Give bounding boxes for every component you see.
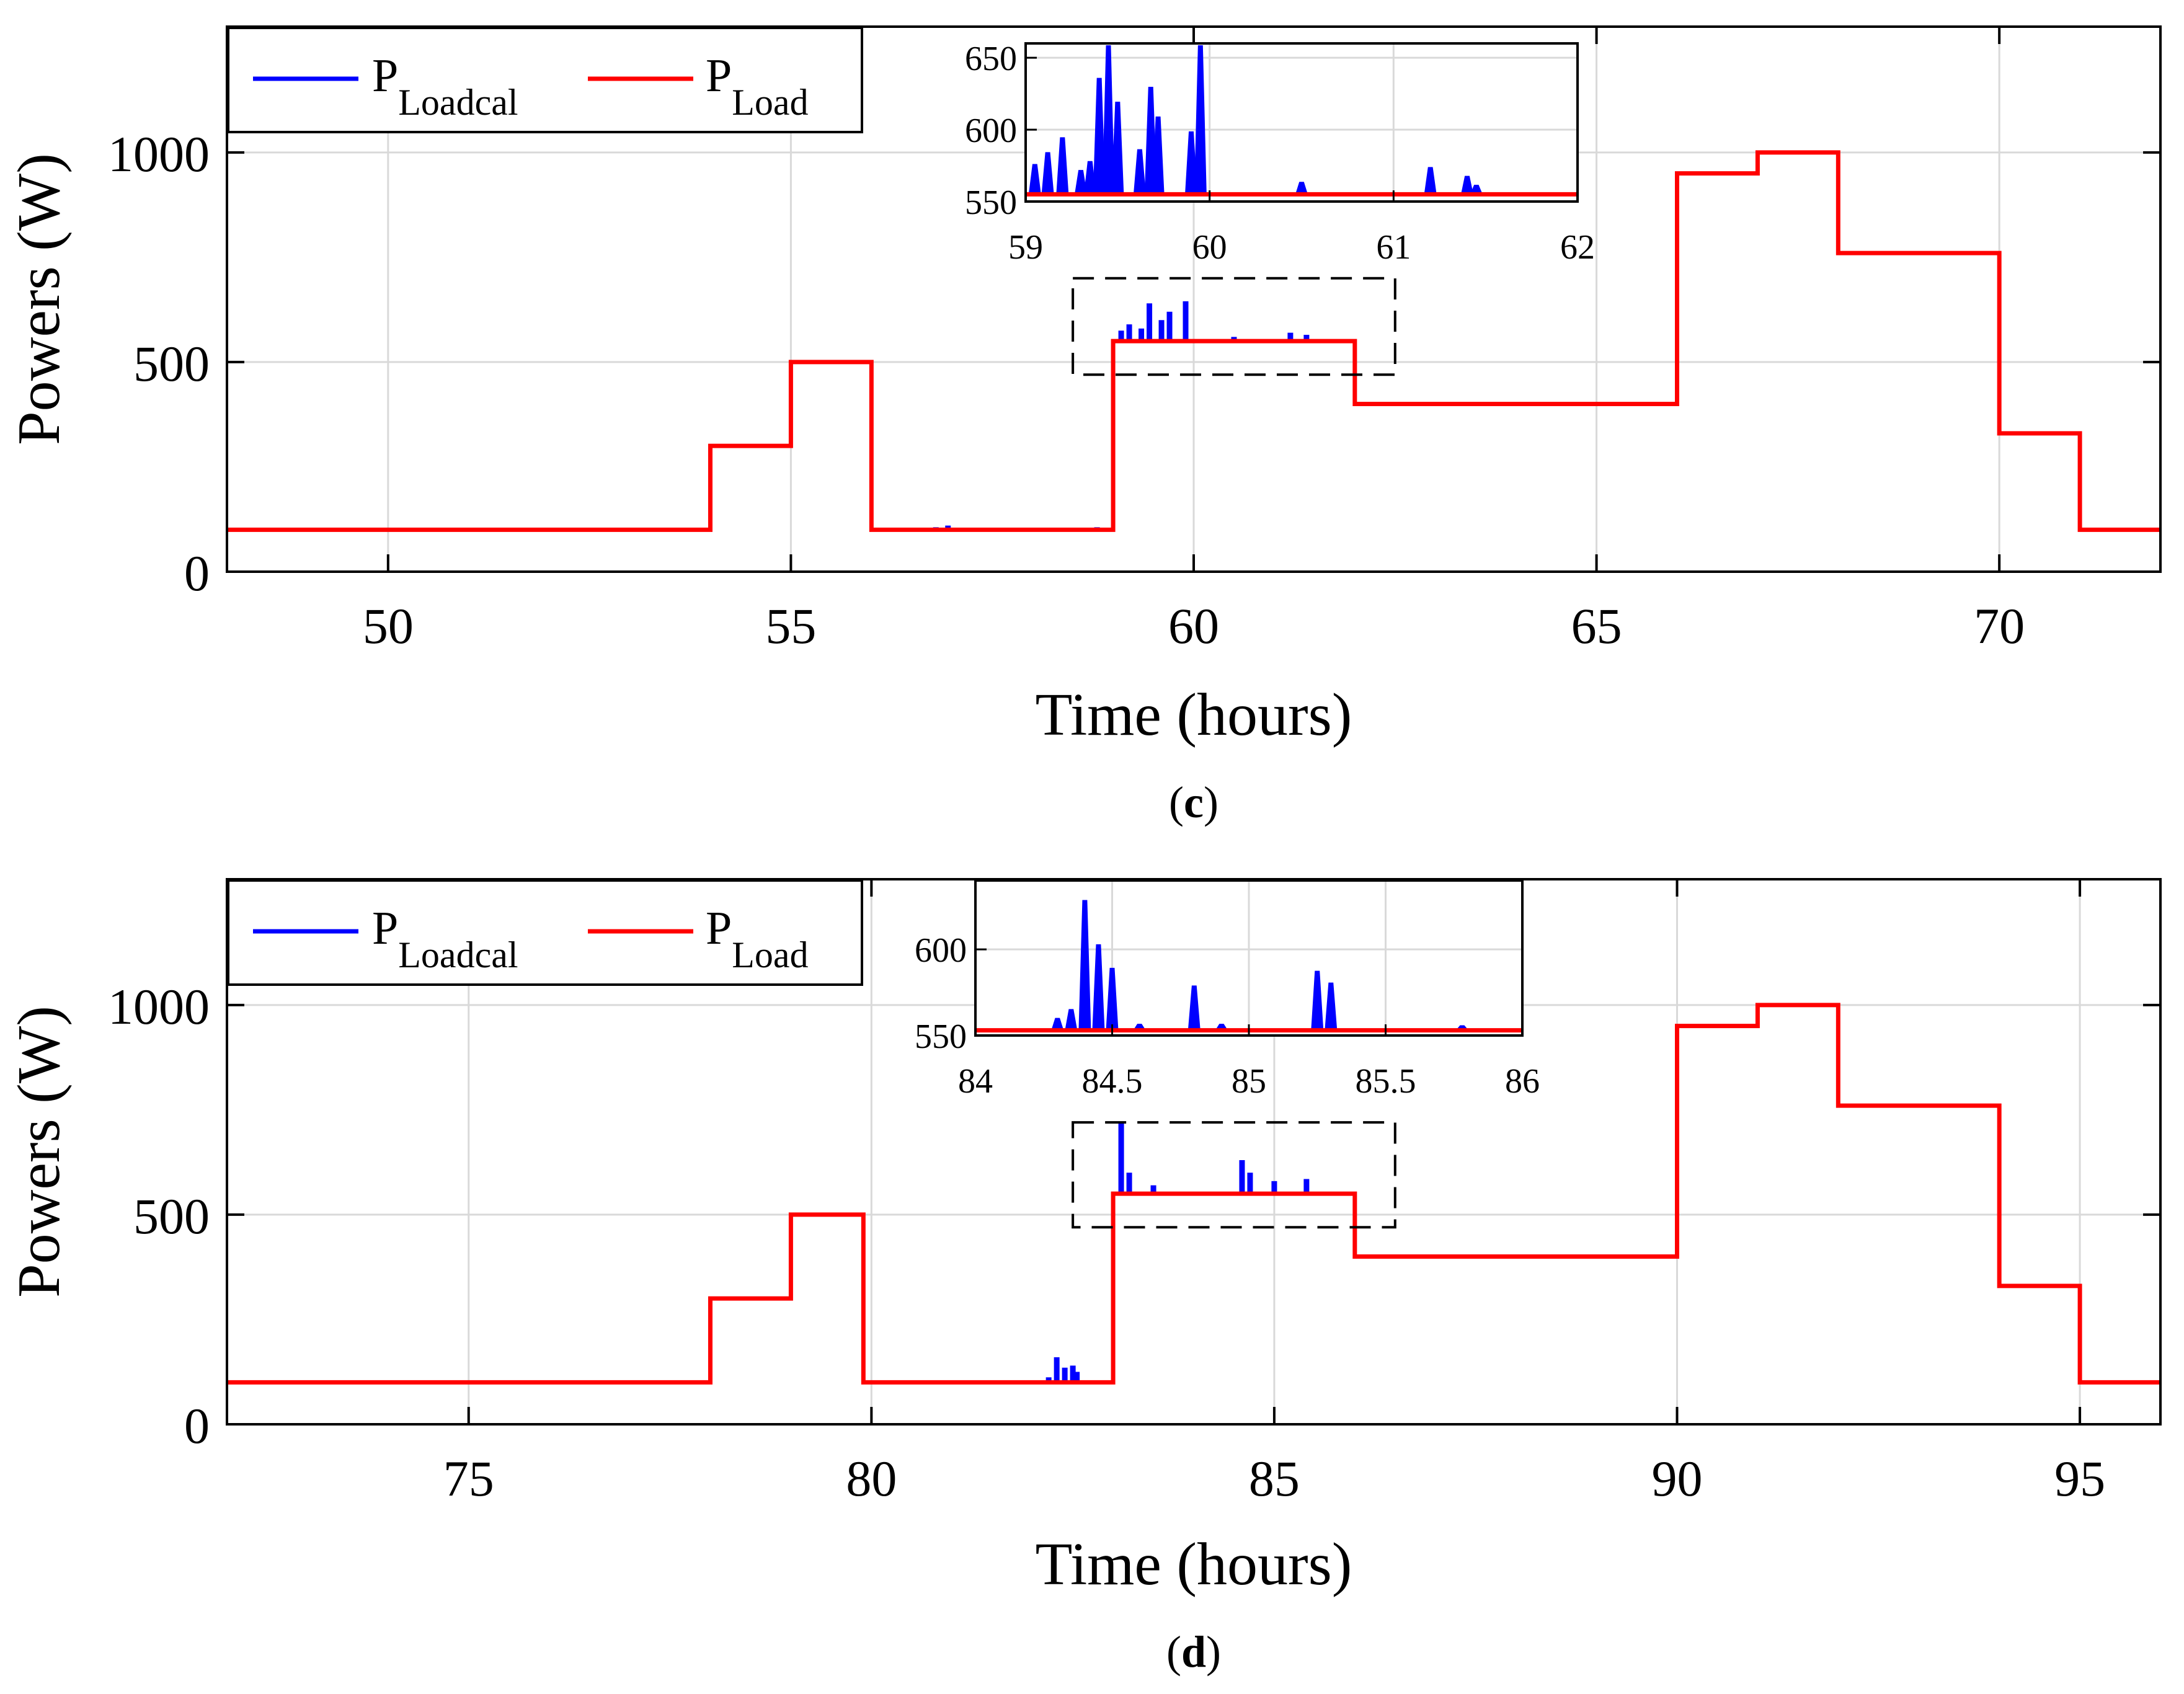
inset-y-tick-label: 550 <box>915 1018 967 1056</box>
x-tick-label: 80 <box>846 1450 897 1507</box>
x-tick-label: 75 <box>443 1450 494 1507</box>
panel-label: (d) <box>1166 1627 1221 1677</box>
inset-x-tick-label: 86 <box>1505 1062 1540 1101</box>
y-tick-label: 1000 <box>108 126 210 182</box>
panel-label: (c) <box>1169 778 1219 827</box>
x-tick-label: 65 <box>1571 598 1622 654</box>
legend-label-loadcal: PLoadcal <box>372 50 518 123</box>
zoom-region-box <box>1072 277 1396 376</box>
chart-panel-d: 75 80 85 90 95 0 500 1000 Time (hours) Powers (W)… <box>6 878 2162 1677</box>
inset-x-tick-label: 85 <box>1232 1062 1266 1101</box>
x-axis-label: Time (hours) <box>1036 1531 1352 1598</box>
x-tick-label: 90 <box>1652 1450 1703 1507</box>
x-tick-label: 55 <box>765 598 816 654</box>
y-tick-label: 500 <box>133 1188 210 1244</box>
y-tick-label: 0 <box>184 1398 210 1454</box>
y-tick-label: 0 <box>184 545 210 601</box>
load-series-line <box>227 150 2160 532</box>
inset-y-tick-label: 650 <box>965 40 1017 78</box>
inset-x-tick-label: 84 <box>958 1062 993 1101</box>
x-tick-label: 85 <box>1249 1450 1300 1507</box>
x-tick-label: 60 <box>1168 598 1219 654</box>
inset-x-tick-label: 59 <box>1008 228 1043 267</box>
y-axis-label: Powers (W) <box>6 1006 73 1298</box>
inset-y-tick-label: 600 <box>965 112 1017 150</box>
y-tick-label: 500 <box>133 335 210 392</box>
zoom-region-box <box>1072 1121 1396 1229</box>
inset-x-tick-label: 60 <box>1192 228 1227 267</box>
legend-label-load: PLoad <box>706 902 809 975</box>
inset-x-tick-label: 85.5 <box>1356 1062 1416 1101</box>
inset-x-tick-label: 61 <box>1376 228 1411 267</box>
inset-frame <box>1024 42 1579 203</box>
x-axis-label: Time (hours) <box>1036 681 1352 748</box>
legend-label-loadcal: PLoadcal <box>372 902 518 975</box>
load-series-line <box>227 1003 2160 1385</box>
chart-panel-c: 50 55 60 65 70 0 500 1000 Time (hours) Powers (W)… <box>6 25 2162 827</box>
y-tick-label: 1000 <box>108 978 210 1035</box>
inset-y-tick-label: 600 <box>915 931 967 970</box>
y-axis-label: Powers (W) <box>6 153 73 445</box>
x-tick-label: 70 <box>1974 598 2025 654</box>
legend-label-load: PLoad <box>706 50 809 123</box>
x-tick-label: 95 <box>2054 1450 2105 1507</box>
inset-y-tick-label: 550 <box>965 184 1017 222</box>
inset-x-tick-label: 84.5 <box>1082 1062 1143 1101</box>
x-tick-label: 50 <box>363 598 414 654</box>
inset-x-tick-label: 62 <box>1560 228 1595 267</box>
